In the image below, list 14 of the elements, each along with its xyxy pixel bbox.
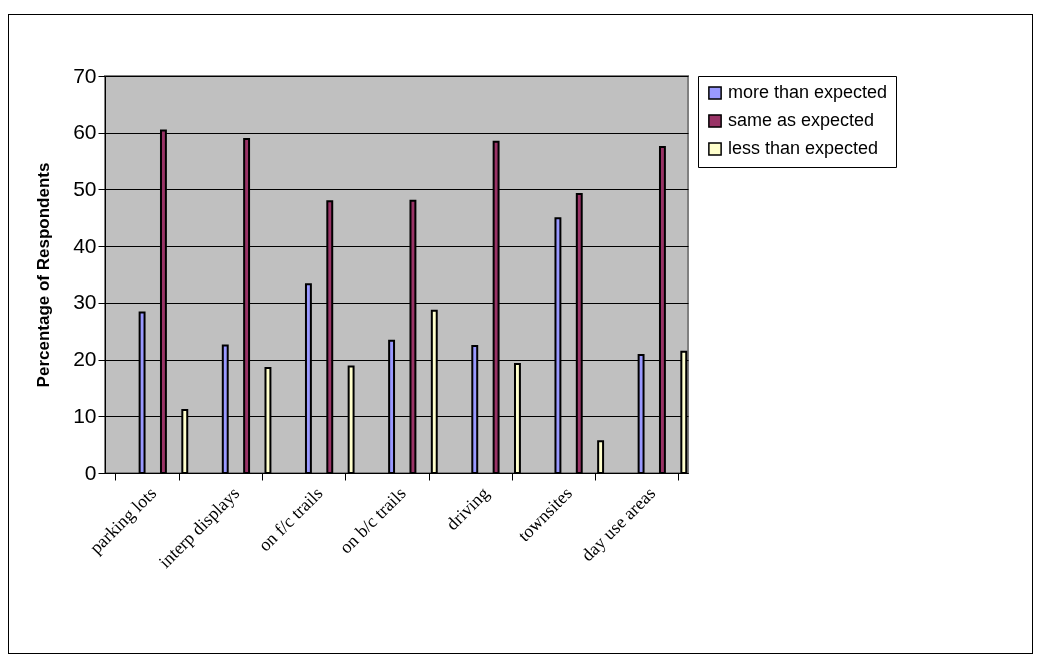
legend-label: more than expected xyxy=(728,82,888,102)
x-tick-label: on b/c trails xyxy=(335,483,410,558)
y-axis-title: Percentage of Respondents xyxy=(34,162,54,388)
y-tick-label: 60 xyxy=(73,120,97,144)
y-tick-label: 20 xyxy=(73,347,97,371)
y-tick-label: 10 xyxy=(73,403,97,427)
y-tick-label: 40 xyxy=(73,233,97,257)
y-tick-label: 0 xyxy=(84,460,97,484)
y-tick-label: 50 xyxy=(73,176,97,200)
y-tick-label: 70 xyxy=(73,63,97,87)
x-tick-label: on f/c trails xyxy=(254,483,327,556)
legend-label: less than expected xyxy=(728,138,879,158)
legend-label: same as expected xyxy=(728,110,875,130)
y-tick-label: 30 xyxy=(73,290,97,314)
